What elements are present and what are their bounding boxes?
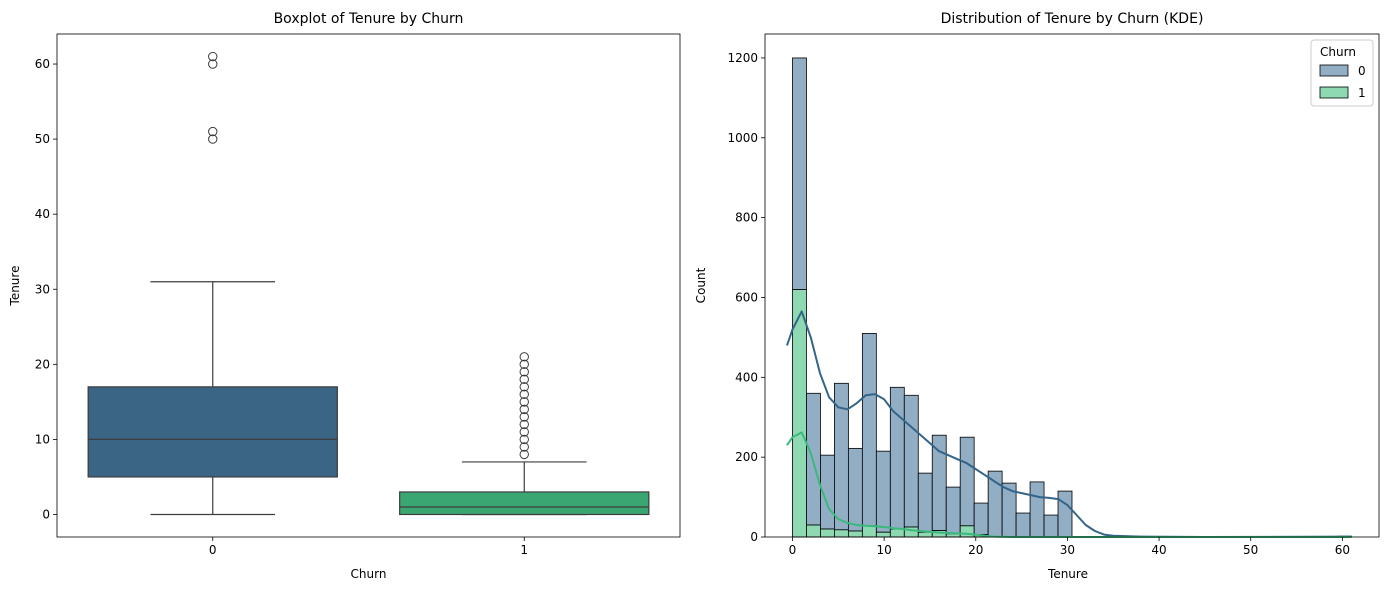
histogram-bar-churn0-8: [903, 394, 919, 528]
histogram-bar-churn1-12: [959, 525, 975, 538]
boxplot-outlier-0-1: [208, 126, 218, 137]
boxplot-outlier-1-3: [519, 427, 529, 437]
boxplot-outlier-1-13: [519, 352, 529, 362]
boxplot-box-0: [87, 386, 338, 478]
boxplot-outlier-1-10: [519, 374, 529, 385]
legend-title: Churn: [1320, 45, 1356, 59]
histogram-y-tick-label-1: 200: [735, 450, 758, 464]
histogram-y-tick-label-6: 1200: [727, 51, 758, 65]
boxplot-y-tick-label-1: 10: [35, 432, 50, 446]
boxplot-outlier-1-8: [519, 389, 529, 400]
boxplot-outlier-1-12: [519, 359, 529, 370]
histogram-bar-churn0-13: [973, 502, 989, 536]
boxplot-y-tick-label-3: 30: [35, 282, 50, 296]
histogram-y-tick-label-3: 600: [735, 290, 758, 304]
boxplot-y-ticks: 0 10 20 30 40 50 60: [35, 57, 57, 521]
histogram-y-axis-label: Count: [694, 267, 708, 303]
boxplot-y-tick-label-2: 20: [35, 357, 50, 371]
histogram-x-tick-label-0: 0: [789, 543, 797, 557]
histogram-x-tick-label-1: 10: [876, 543, 891, 557]
legend: Churn 0 1: [1310, 39, 1374, 107]
histogram-bar-churn0-16: [1015, 512, 1031, 538]
histogram-y-tick-label-4: 800: [735, 211, 758, 225]
boxplot-outlier-0-3: [208, 51, 218, 62]
histogram-bar-churn1-7: [889, 528, 905, 538]
histogram-bar-churn0-18: [1043, 514, 1059, 538]
boxplot-x-tick-label-0: 0: [209, 543, 217, 557]
boxplot-outlier-1-5: [519, 412, 529, 422]
boxplot-x-axis-label: Churn: [351, 567, 387, 581]
histogram-y-tick-label-0: 0: [750, 530, 758, 544]
histogram-x-tick-label-5: 50: [1243, 543, 1258, 557]
boxplot-outlier-1-2: [519, 434, 529, 445]
boxplot-outlier-1-6: [519, 404, 529, 415]
kde-line-churn1: [786, 431, 1352, 538]
legend-label-0: 0: [1358, 64, 1366, 78]
boxplot-y-tick-label-4: 40: [35, 207, 50, 221]
boxplot-outlier-1-9: [519, 382, 529, 392]
histogram-x-ticks: 0 10 20 30 40 50 60: [789, 537, 1350, 557]
histogram-bar-churn1-3: [834, 529, 849, 538]
histogram-y-tick-label-2: 400: [735, 370, 758, 384]
boxplot-outlier-1-0: [519, 449, 529, 460]
histogram-bar-churn1-4: [847, 530, 863, 538]
boxplot-outlier-1-1: [519, 442, 529, 452]
histogram-bar-churn0-5: [861, 333, 877, 527]
histogram-x-tick-label-2: 20: [968, 543, 983, 557]
boxplot-title: Boxplot of Tenure by Churn: [274, 11, 464, 27]
histogram-frame: [764, 33, 1380, 538]
histogram-bar-churn1-9: [917, 531, 933, 538]
histogram-bar-churn0-10: [931, 434, 947, 532]
boxplot-x-tick-label-1: 1: [520, 543, 528, 557]
legend-swatch-0: [1319, 64, 1349, 77]
boxplot-outlier-0-2: [208, 59, 218, 69]
boxplot-outlier-1-7: [519, 397, 529, 407]
boxplot-frame: [56, 33, 681, 538]
histogram-bar-churn1-6: [875, 531, 891, 538]
boxplot-y-tick-label-5: 50: [35, 132, 50, 146]
kde-line-churn0: [786, 310, 1352, 538]
histogram-bar-churn1-2: [820, 528, 835, 538]
histogram-bars: [792, 57, 1352, 538]
histogram-x-tick-label-3: 30: [1060, 543, 1075, 557]
histogram-bar-churn0-0: [792, 57, 807, 290]
boxplot-y-tick-label-6: 60: [35, 57, 50, 71]
histogram-x-tick-label-6: 60: [1335, 543, 1350, 557]
histogram-y-ticks: 0 200 400 600 800 1000 1200: [727, 51, 765, 544]
boxplot-box-1: [399, 491, 650, 516]
histogram-x-axis-label: Tenure: [1047, 567, 1088, 581]
histogram-bar-churn1-5: [861, 525, 877, 538]
histogram-bar-churn0-12: [959, 436, 975, 527]
histogram-bar-churn0-19: [1057, 490, 1073, 538]
histogram-bar-churn0-17: [1029, 481, 1045, 538]
histogram-bar-churn0-9: [917, 472, 933, 533]
boxplot-outlier-0-0: [208, 134, 218, 144]
histogram-bar-churn1-1: [806, 524, 821, 538]
boxplot-y-axis-label: Tenure: [8, 266, 22, 307]
boxplot-outlier-1-11: [519, 367, 529, 377]
histogram-kde-lines: [786, 310, 1352, 538]
boxplot-y-tick-label-0: 0: [42, 507, 50, 521]
boxplot-outlier-1-4: [519, 419, 529, 430]
legend-label-1: 1: [1358, 86, 1366, 100]
histogram-x-tick-label-4: 40: [1151, 543, 1166, 557]
histogram-y-tick-label-5: 1000: [727, 131, 758, 145]
histogram-title: Distribution of Tenure by Churn (KDE): [941, 11, 1204, 27]
boxplot-content: [87, 51, 650, 516]
histogram-bar-churn0-6: [875, 450, 891, 533]
histogram-bar-churn0-4: [847, 447, 863, 532]
legend-swatch-1: [1319, 86, 1349, 99]
histogram-bar-churn0-11: [945, 486, 961, 535]
